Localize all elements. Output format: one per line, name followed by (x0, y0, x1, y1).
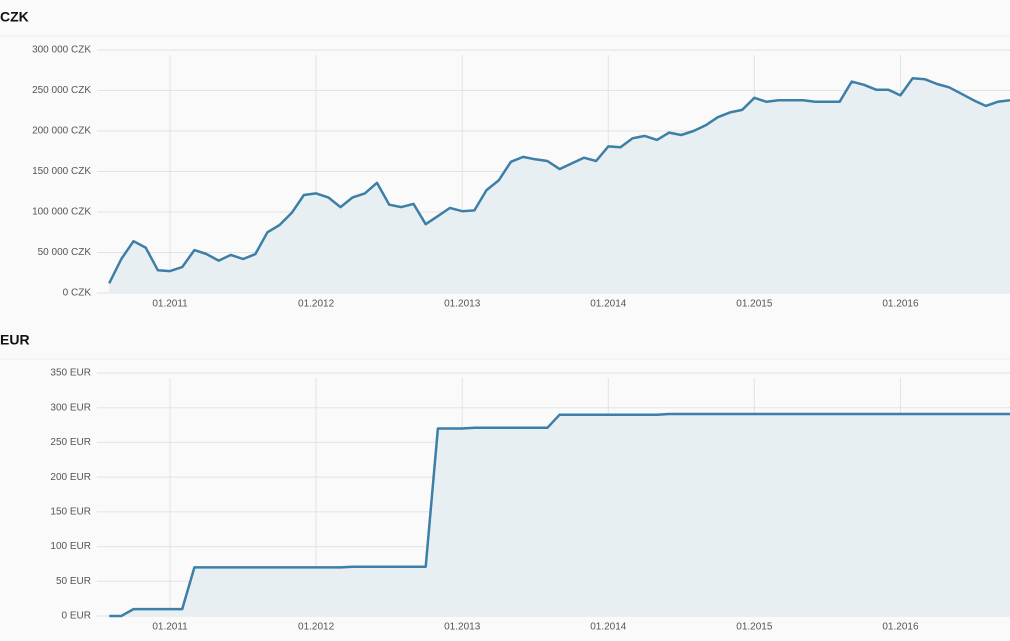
chart-title: EUR (0, 332, 30, 348)
x-tick-label: 01.2015 (736, 299, 773, 310)
x-tick-label: 01.2011 (152, 622, 188, 633)
y-tick-label: 350 EUR (50, 368, 91, 379)
line (109, 412, 1010, 618)
x-tick-label: 01.2012 (298, 299, 335, 310)
area-fill (109, 414, 1010, 616)
line (108, 77, 1010, 284)
x-tick-label: 01.2016 (882, 622, 919, 633)
y-tick-label: 300 EUR (50, 402, 91, 413)
y-tick-label: 250 000 CZK (32, 85, 91, 96)
y-tick-label: 0 EUR (62, 611, 91, 622)
y-tick-label: 150 000 CZK (32, 166, 91, 177)
y-tick-label: 50 000 CZK (38, 247, 92, 258)
y-tick-label: 300 000 CZK (32, 45, 91, 56)
x-tick-label: 01.2012 (298, 622, 335, 633)
y-tick-label: 0 CZK (63, 288, 92, 299)
area-fill (109, 78, 1010, 293)
y-tick-label: 100 000 CZK (32, 207, 91, 218)
x-tick-label: 01.2014 (590, 299, 627, 310)
x-tick-label: 01.2011 (152, 299, 188, 310)
x-tick-label: 01.2016 (882, 299, 919, 310)
y-tick-label: 50 EUR (56, 576, 91, 587)
x-tick-label: 01.2013 (444, 299, 481, 310)
chart-title: CZK (0, 9, 29, 25)
y-tick-label: 200 EUR (50, 472, 91, 483)
x-tick-label: 01.2013 (444, 622, 481, 633)
x-tick-label: 01.2015 (736, 622, 773, 633)
x-tick-label: 01.2014 (590, 622, 627, 633)
y-tick-label: 200 000 CZK (32, 126, 91, 137)
y-tick-label: 250 EUR (50, 437, 91, 448)
y-tick-label: 100 EUR (50, 541, 91, 552)
y-tick-label: 150 EUR (50, 506, 91, 517)
